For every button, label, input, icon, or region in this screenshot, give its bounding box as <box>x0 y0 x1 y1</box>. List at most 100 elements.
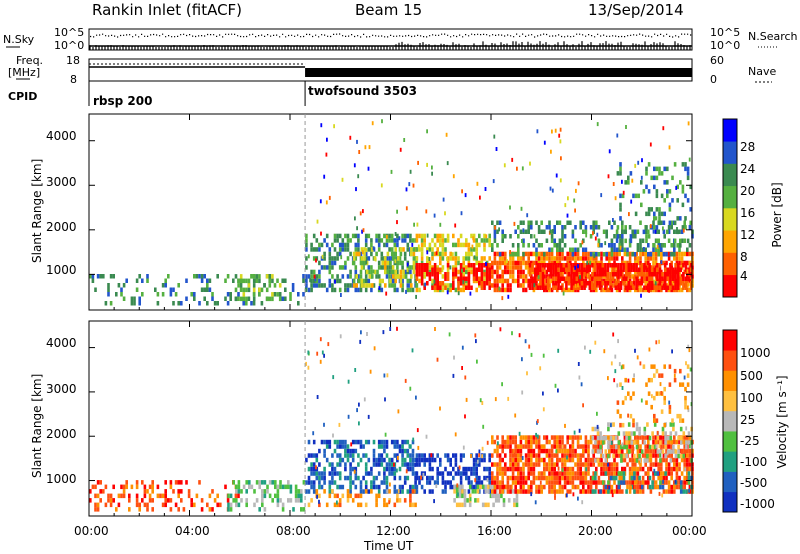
scatter-cell <box>497 441 499 446</box>
scatter-cell <box>458 493 462 499</box>
scatter-cell <box>289 484 293 490</box>
scatter-cell <box>679 418 682 423</box>
scatter-cell <box>676 285 680 290</box>
scatter-cell <box>305 489 308 494</box>
scatter-cell <box>411 502 415 508</box>
scatter-cell <box>96 493 100 499</box>
scatter-cell <box>423 263 426 268</box>
scatter-cell <box>331 453 334 458</box>
scatter-cell <box>357 502 360 508</box>
scatter-cell <box>670 220 673 225</box>
scatter-cell <box>682 263 685 268</box>
scatter-cell <box>645 234 648 239</box>
scatter-cell <box>509 439 512 445</box>
scatter-cell <box>569 471 572 476</box>
scatter-cell <box>388 274 391 279</box>
scatter-cell <box>670 489 673 494</box>
scatter-cell <box>352 278 356 284</box>
scatter-cell <box>641 158 643 163</box>
scatter-cell <box>198 274 201 279</box>
scatter-cell <box>346 287 350 293</box>
scatter-cell <box>180 480 183 485</box>
scatter-cell <box>658 207 661 212</box>
scatter-cell <box>628 278 632 284</box>
scatter-cell <box>667 453 671 458</box>
scatter-cell <box>558 475 562 481</box>
scatter-cell <box>514 278 517 284</box>
scatter-cell <box>364 471 368 476</box>
scatter-cell <box>397 260 400 266</box>
scatter-cell <box>527 225 530 230</box>
scatter-cell <box>675 462 679 467</box>
scatter-cell <box>649 448 653 454</box>
scatter-cell <box>621 225 624 230</box>
scatter-cell <box>247 283 251 288</box>
scatter-cell <box>235 489 238 494</box>
scatter-cell <box>559 276 563 281</box>
scatter-cell <box>635 444 639 450</box>
scatter-cell <box>562 267 566 272</box>
scatter-cell <box>627 435 631 441</box>
scatter-cell <box>496 229 499 234</box>
scatter-cell <box>466 498 469 503</box>
scatter-cell <box>679 453 683 459</box>
scatter-cell <box>386 234 388 239</box>
scatter-cell <box>688 260 692 266</box>
scatter-cell <box>423 233 426 239</box>
scatter-cell <box>683 444 686 449</box>
scatter-cell <box>383 444 386 449</box>
velocity-ylabel: Slant Range [km] <box>30 373 44 478</box>
nsearch-label: N.Search <box>748 30 798 43</box>
colorbar-segment <box>723 431 737 452</box>
scatter-cell <box>528 281 532 286</box>
scatter-cell <box>394 274 397 279</box>
scatter-cell <box>405 187 408 192</box>
scatter-cell <box>415 260 418 266</box>
scatter-cell <box>517 471 520 476</box>
scatter-cell <box>652 435 655 440</box>
scatter-cell <box>619 166 622 172</box>
scatter-cell <box>613 220 616 225</box>
scatter-cell <box>541 267 545 272</box>
scatter-cell <box>420 281 424 286</box>
scatter-cell <box>409 493 412 499</box>
scatter-cell <box>628 466 632 472</box>
scatter-cell <box>441 489 445 494</box>
scatter-cell <box>401 457 404 463</box>
scatter-cell <box>336 256 339 261</box>
scatter-cell <box>673 252 676 257</box>
scatter-cell <box>472 484 476 490</box>
scatter-cell <box>384 283 387 288</box>
scatter-cell <box>673 480 676 485</box>
scatter-cell <box>613 251 616 257</box>
scatter-cell <box>683 480 686 485</box>
scatter-cell <box>636 480 640 485</box>
scatter-cell <box>506 475 510 481</box>
scatter-cell <box>467 466 471 472</box>
scatter-cell <box>521 239 523 243</box>
scatter-cell <box>465 285 468 290</box>
scatter-cell <box>475 272 478 277</box>
scatter-cell <box>663 267 667 272</box>
scatter-cell <box>307 489 311 494</box>
scatter-cell <box>597 462 601 467</box>
scatter-cell <box>641 489 645 494</box>
scatter-cell <box>640 398 643 403</box>
scatter-cell <box>632 276 636 281</box>
scatter-cell <box>685 440 688 445</box>
scatter-cell <box>420 267 424 272</box>
scatter-cell <box>462 242 465 248</box>
scatter-cell <box>377 453 381 458</box>
scatter-cell <box>372 484 376 490</box>
scatter-cell <box>431 475 434 481</box>
scatter-cell <box>461 345 464 350</box>
scatter-cell <box>364 484 368 490</box>
scatter-cell <box>475 453 478 458</box>
scatter-cell <box>433 251 437 257</box>
scatter-cell <box>135 484 139 490</box>
scatter-cell <box>652 260 655 266</box>
scatter-cell <box>652 247 655 252</box>
scatter-cell <box>388 466 391 472</box>
scatter-cell <box>663 400 666 405</box>
scatter-cell <box>452 453 455 458</box>
